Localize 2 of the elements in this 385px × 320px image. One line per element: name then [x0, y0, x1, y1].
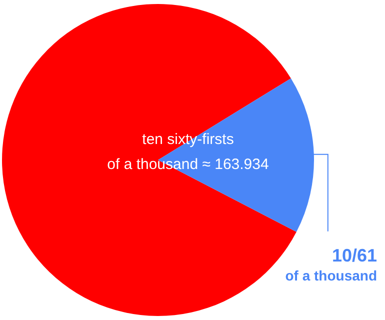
pie-slice [2, 4, 296, 316]
slice-label: 10/61 of a thousand [285, 245, 377, 284]
